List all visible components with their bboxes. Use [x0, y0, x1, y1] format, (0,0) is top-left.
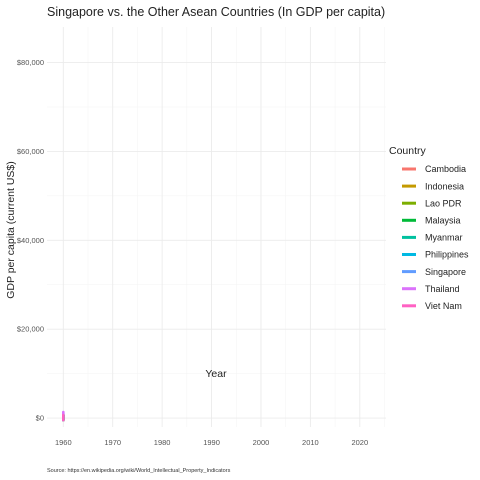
legend-label: Cambodia	[425, 164, 466, 174]
x-tick-label: 2010	[302, 438, 319, 447]
x-tick-label: 2000	[253, 438, 270, 447]
legend: Country Cambodia Indonesia Lao PDR Malaysia…	[389, 145, 469, 311]
y-tick-label: $20,000	[17, 325, 44, 334]
x-tick-label: 1960	[55, 438, 72, 447]
legend-label: Malaysia	[425, 216, 461, 226]
y-tick-label: $60,000	[17, 147, 44, 156]
x-tick-label: 1980	[154, 438, 171, 447]
y-tick-label: $80,000	[17, 58, 44, 67]
x-axis-title: Year	[205, 368, 227, 380]
plot-area	[47, 27, 386, 427]
legend-title: Country	[389, 145, 427, 157]
grid-lines	[47, 27, 386, 427]
y-axis-ticks: $0 $20,000 $40,000 $60,000 $80,000	[17, 58, 44, 423]
legend-items: Cambodia Indonesia Lao PDR Malaysia Myanmar P…	[402, 164, 469, 311]
y-tick-label: $0	[36, 414, 44, 423]
legend-label: Myanmar	[425, 233, 463, 243]
x-tick-label: 1970	[104, 438, 121, 447]
legend-label: Singapore	[425, 267, 466, 277]
x-tick-label: 2020	[351, 438, 368, 447]
source-caption: Source: https://en.wikipedia.org/wiki/Wo…	[47, 468, 231, 474]
legend-label: Viet Nam	[425, 301, 462, 311]
y-tick-label: $40,000	[17, 236, 44, 245]
x-axis-ticks: 1960 1970 1980 1990 2000 2010 2020	[55, 438, 368, 447]
legend-label: Lao PDR	[425, 198, 462, 208]
x-tick-label: 1990	[203, 438, 220, 447]
chart-title: Singapore vs. the Other Asean Countries …	[47, 5, 385, 19]
legend-label: Thailand	[425, 284, 460, 294]
legend-label: Indonesia	[425, 181, 464, 191]
legend-label: Philippines	[425, 250, 469, 260]
y-axis-title: GDP per capita (current US$)	[5, 161, 17, 299]
